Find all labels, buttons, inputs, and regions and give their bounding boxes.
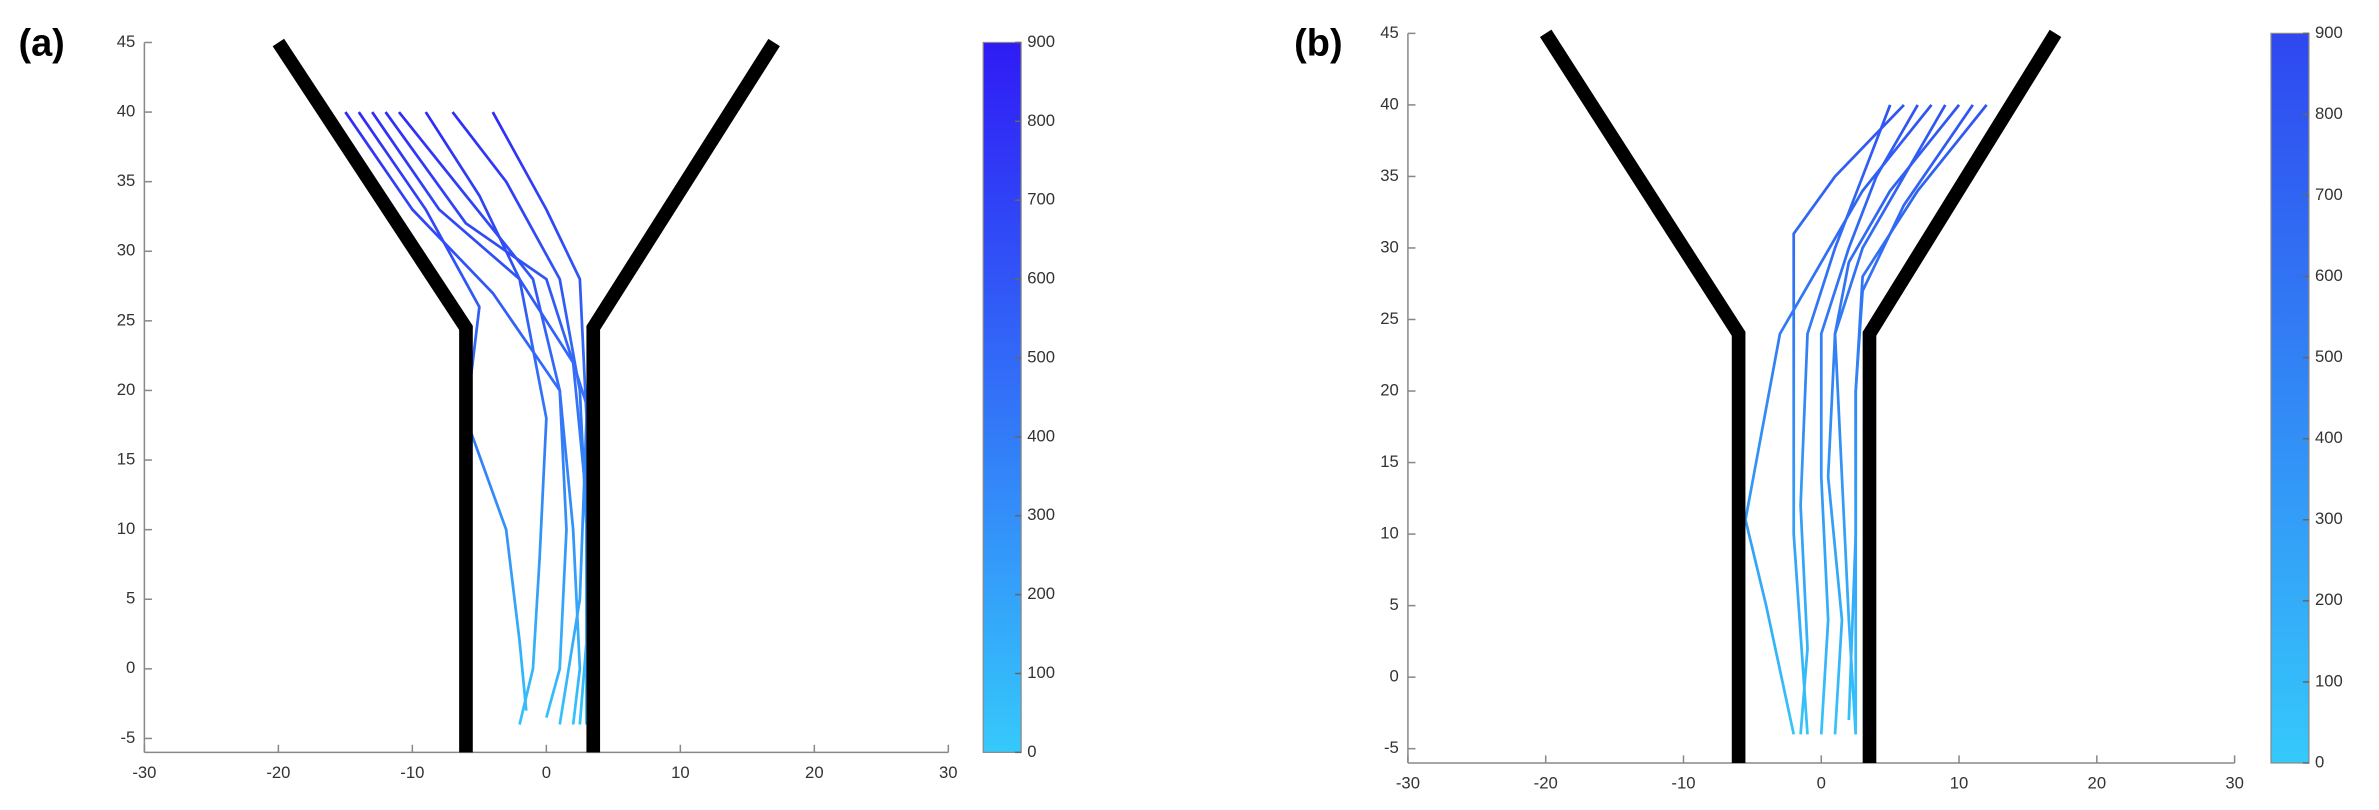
y-tick-label: 15 bbox=[1380, 452, 1399, 471]
y-tick-label: 15 bbox=[117, 449, 136, 468]
colorbar-tick-label: 400 bbox=[1027, 426, 1055, 445]
y-tick-label: -5 bbox=[1384, 738, 1399, 757]
colorbar-tick-label: 400 bbox=[2315, 428, 2343, 447]
x-tick-label: -30 bbox=[132, 763, 156, 782]
trajectory bbox=[371, 111, 588, 725]
y-tick-label: 0 bbox=[126, 658, 135, 677]
x-tick-label: 0 bbox=[542, 763, 551, 782]
colorbar-tick-label: 0 bbox=[1027, 742, 1036, 761]
x-tick-label: 10 bbox=[1950, 774, 1969, 793]
colorbar-tick-label: 700 bbox=[2315, 185, 2343, 204]
colorbar-tick-label: 500 bbox=[1027, 347, 1055, 366]
x-tick-label: 0 bbox=[1817, 774, 1826, 793]
trajectory bbox=[1744, 104, 1933, 735]
y-tick-label: 30 bbox=[117, 241, 136, 260]
colorbar-tick-label: 600 bbox=[1027, 269, 1055, 288]
trajectory bbox=[1826, 104, 1961, 735]
trajectory bbox=[384, 111, 588, 725]
colorbar bbox=[982, 41, 1022, 753]
panel-label: (b) bbox=[1294, 23, 1342, 65]
x-tick-label: -10 bbox=[1671, 774, 1695, 793]
x-tick-label: 20 bbox=[2088, 774, 2107, 793]
panel-label: (a) bbox=[18, 23, 64, 65]
y-tick-label: 10 bbox=[1380, 523, 1399, 542]
x-tick-label: 30 bbox=[939, 763, 958, 782]
wall bbox=[272, 38, 473, 753]
y-tick-label: -5 bbox=[120, 728, 135, 747]
y-tick-label: 35 bbox=[1380, 166, 1399, 185]
trajectory bbox=[1792, 103, 1905, 735]
x-tick-label: -10 bbox=[400, 763, 424, 782]
colorbar-tick-label: 900 bbox=[1027, 32, 1055, 51]
trajectory bbox=[424, 111, 548, 725]
y-tick-label: 35 bbox=[117, 171, 136, 190]
trajectory bbox=[1799, 104, 1892, 735]
colorbar-tick-label: 500 bbox=[2315, 347, 2343, 366]
colorbar-tick-label: 600 bbox=[2315, 266, 2343, 285]
colorbar-tick-label: 100 bbox=[2315, 671, 2343, 690]
x-tick-label: 20 bbox=[805, 763, 824, 782]
y-tick-label: 45 bbox=[1380, 23, 1399, 42]
x-tick-label: 30 bbox=[2225, 774, 2244, 793]
colorbar-tick-label: 700 bbox=[1027, 190, 1055, 209]
y-tick-label: 40 bbox=[1380, 94, 1399, 113]
trajectory bbox=[1847, 104, 1988, 721]
y-tick-label: 0 bbox=[1390, 667, 1399, 686]
trajectory bbox=[397, 111, 568, 718]
y-tick-label: 40 bbox=[117, 101, 136, 120]
x-tick-label: -20 bbox=[1534, 774, 1558, 793]
x-tick-label: -30 bbox=[1396, 774, 1420, 793]
colorbar-tick-label: 800 bbox=[2315, 104, 2343, 123]
x-tick-label: 10 bbox=[671, 763, 690, 782]
trajectory bbox=[1819, 104, 1919, 735]
colorbar-tick-label: 0 bbox=[2315, 752, 2324, 771]
y-tick-label: 20 bbox=[1380, 380, 1399, 399]
wall bbox=[1539, 29, 1746, 763]
y-tick-label: 5 bbox=[126, 589, 135, 608]
y-tick-label: 45 bbox=[117, 32, 136, 51]
colorbar-tick-label: 100 bbox=[1027, 663, 1055, 682]
colorbar-tick-label: 900 bbox=[2315, 23, 2343, 42]
wall bbox=[586, 38, 780, 753]
wall bbox=[1862, 29, 2062, 763]
colorbar-tick-label: 200 bbox=[2315, 590, 2343, 609]
y-tick-label: 25 bbox=[117, 310, 136, 329]
colorbar-tick-label: 200 bbox=[1027, 584, 1055, 603]
colorbar-tick-label: 300 bbox=[2315, 509, 2343, 528]
y-tick-label: 20 bbox=[117, 380, 136, 399]
y-tick-label: 5 bbox=[1390, 595, 1399, 614]
colorbar-tick-label: 300 bbox=[1027, 505, 1055, 524]
colorbar bbox=[2270, 32, 2310, 764]
trajectory bbox=[491, 111, 588, 725]
colorbar-tick-label: 800 bbox=[1027, 111, 1055, 130]
x-tick-label: -20 bbox=[266, 763, 290, 782]
y-tick-label: 30 bbox=[1380, 237, 1399, 256]
y-tick-label: 10 bbox=[117, 519, 136, 538]
y-tick-label: 25 bbox=[1380, 309, 1399, 328]
